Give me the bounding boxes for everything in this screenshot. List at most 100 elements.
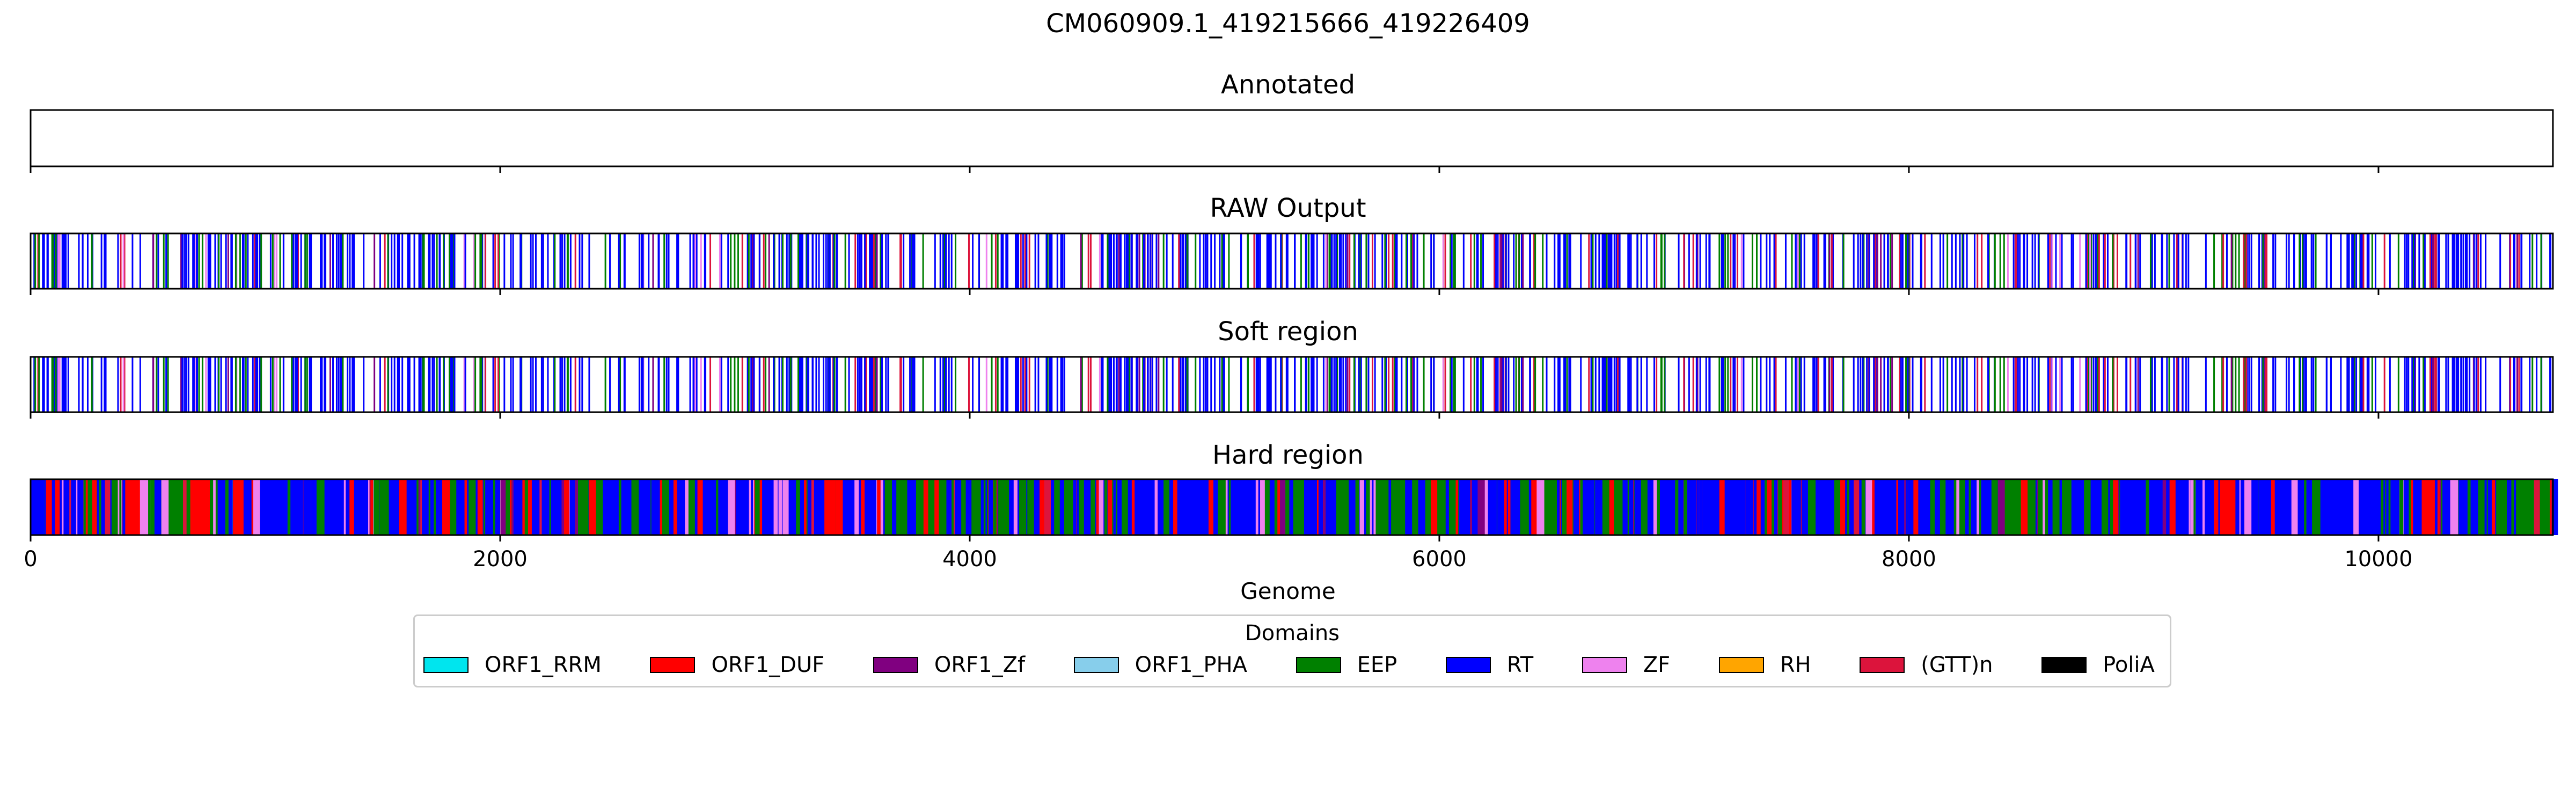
legend-label: RH xyxy=(1780,653,1811,677)
track-frame-annotated xyxy=(30,109,2554,167)
domain-segment xyxy=(1178,479,1184,535)
domain-segment xyxy=(1099,479,1104,535)
domain-segment xyxy=(1971,479,1977,535)
domain-segment xyxy=(2005,479,2011,535)
domain-segment xyxy=(450,479,457,535)
domain-segment xyxy=(1445,479,1449,535)
domain-segment xyxy=(716,479,719,535)
domain-segment xyxy=(2029,479,2033,535)
domain-segment xyxy=(295,479,298,535)
domain-segment xyxy=(493,479,495,535)
domain-segment xyxy=(1185,479,1191,535)
domain-segment xyxy=(1091,479,1095,535)
domain-segment xyxy=(737,479,741,535)
domain-segment xyxy=(1935,479,1940,535)
legend-item: ORF1_DUF xyxy=(650,652,831,678)
domain-segment xyxy=(2496,479,2500,535)
domain-segment xyxy=(1430,479,1438,535)
genome-tracks xyxy=(30,109,2558,541)
domain-segment xyxy=(233,479,237,535)
domain-segment xyxy=(238,479,244,535)
domain-segment xyxy=(374,479,379,535)
domain-segment xyxy=(1366,479,1370,535)
domain-segment xyxy=(2291,479,2300,535)
domain-segment xyxy=(589,479,596,535)
domain-segment xyxy=(2219,479,2226,535)
domain-segment xyxy=(354,479,362,535)
domain-segment xyxy=(2113,479,2118,535)
domain-segment xyxy=(2388,479,2391,535)
domain-segment xyxy=(1981,479,1989,535)
panel-title-raw-output: RAW Output xyxy=(1210,193,1366,223)
domain-segment xyxy=(829,479,835,535)
domain-segment xyxy=(1228,479,1231,535)
domain-segment xyxy=(1839,479,1846,535)
domain-segment xyxy=(260,479,268,535)
domain-segment xyxy=(2251,479,2259,535)
domain-segment xyxy=(1127,479,1132,535)
domain-segment xyxy=(483,479,487,535)
domain-segment xyxy=(1547,479,1555,535)
legend-item: RT xyxy=(1445,652,1540,678)
domain-segment xyxy=(1796,479,1801,535)
domain-segment xyxy=(835,479,843,535)
domain-segment xyxy=(349,479,355,535)
domain-segment xyxy=(1218,479,1226,535)
domain-segment xyxy=(2428,479,2435,535)
panel-title-soft-region: Soft region xyxy=(1218,317,1358,347)
domain-segment xyxy=(989,479,993,535)
domain-segment xyxy=(2037,479,2039,535)
domain-segment xyxy=(751,479,753,535)
x-tick-label: 4000 xyxy=(942,547,997,572)
domain-segment xyxy=(2438,479,2440,535)
legend-item: ORF1_Zf xyxy=(873,652,1031,678)
domain-segment xyxy=(1684,479,1687,535)
domain-segment xyxy=(524,479,528,535)
domain-segment xyxy=(148,479,151,535)
domain-segment xyxy=(782,479,789,535)
domain-segment xyxy=(2484,479,2487,535)
domain-segment xyxy=(1208,479,1213,535)
domain-segment xyxy=(2199,479,2204,535)
domain-segment xyxy=(975,479,978,535)
domain-segment xyxy=(802,479,804,535)
domain-segment xyxy=(1274,479,1278,535)
domain-segment xyxy=(1887,479,1893,535)
domain-segment xyxy=(422,479,425,535)
domain-segment xyxy=(2139,479,2143,535)
domain-segment xyxy=(1531,479,1536,535)
domain-segment xyxy=(1043,479,1051,535)
domain-segment xyxy=(1477,479,1485,535)
domain-segment xyxy=(1609,479,1614,535)
domain-segment xyxy=(1040,479,1044,535)
domain-segment xyxy=(420,479,423,535)
legend-swatch xyxy=(2041,657,2087,673)
domain-segment xyxy=(539,479,542,535)
domain-segment xyxy=(316,479,325,535)
domain-segment xyxy=(71,479,76,535)
chart-title: CM060909.1_419215666_419226409 xyxy=(1046,9,1530,39)
domain-segment xyxy=(632,479,638,535)
domain-segment xyxy=(1959,479,1967,535)
legend-swatch xyxy=(423,657,469,673)
domain-segment xyxy=(1545,479,1548,535)
domain-segment xyxy=(99,479,104,535)
domain-segment xyxy=(1696,479,1699,535)
domain-segment xyxy=(2154,479,2158,535)
domain-segment xyxy=(2313,479,2316,535)
domain-segment xyxy=(83,479,86,535)
domain-segment xyxy=(1612,479,1618,535)
domain-segment xyxy=(901,479,908,535)
domain-segment xyxy=(956,479,962,535)
domain-segment xyxy=(1774,479,1778,535)
domain-segment xyxy=(218,479,225,535)
domain-segment xyxy=(577,479,584,535)
domain-segment xyxy=(955,479,959,535)
domain-segment xyxy=(228,479,232,535)
domain-segment xyxy=(1248,479,1256,535)
domain-segment xyxy=(418,479,422,535)
domain-segment xyxy=(1929,479,1936,535)
domain-segment xyxy=(654,479,660,535)
domain-segment xyxy=(2287,479,2293,535)
x-tick-label: 6000 xyxy=(1412,547,1467,572)
